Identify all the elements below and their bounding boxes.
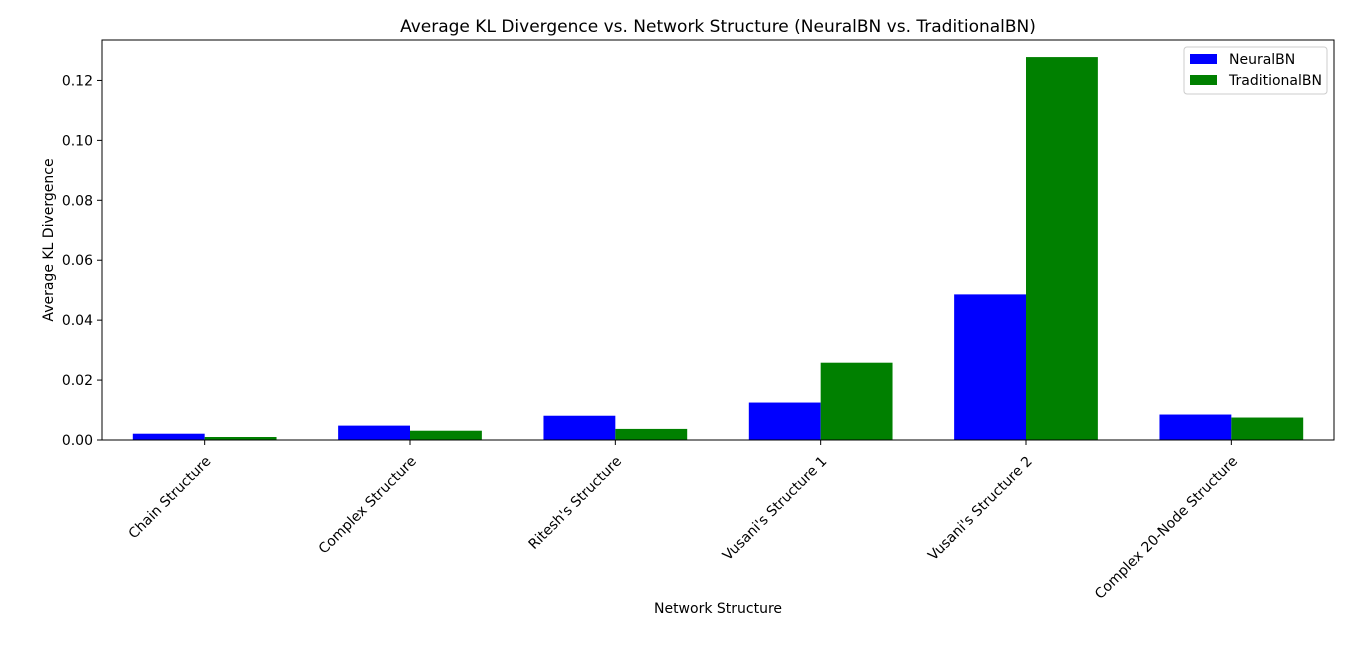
y-tick-label: 0.04 [62,313,93,329]
y-axis-ticks: 0.00 0.02 0.04 0.06 0.08 0.10 0.12 [62,73,102,449]
x-tick-label: Complex Structure [316,453,420,557]
bar-traditionalbn-1 [204,437,277,440]
y-tick-label: 0.00 [62,433,93,449]
bar-traditionalbn-4 [820,362,893,440]
x-tick-label: Vusani's Structure 2 [925,453,1035,563]
x-tick-label: Vusani's Structure 1 [720,453,830,563]
bar-neuralbn-6 [1159,414,1232,440]
y-tick-label: 0.02 [62,373,93,389]
y-tick-label: 0.12 [62,73,93,89]
bar-neuralbn-1 [132,433,205,440]
bars-group [132,57,1304,441]
bar-neuralbn-5 [954,294,1026,440]
legend-label-neuralbn: NeuralBN [1229,52,1295,68]
legend: NeuralBN TraditionalBN [1183,46,1328,95]
bar-neuralbn-2 [338,425,410,440]
x-axis-ticks: Chain Structure Complex Structure Ritesh's… [126,440,1241,603]
legend-label-traditionalbn: TraditionalBN [1228,73,1322,89]
legend-swatch-traditionalbn [1190,75,1217,85]
bar-traditionalbn-2 [410,430,482,440]
bar-traditionalbn-3 [615,428,688,440]
chart-title: Average KL Divergence vs. Network Struct… [400,17,1036,37]
x-tick-label: Chain Structure [126,453,215,542]
legend-box [1183,46,1328,95]
bar-traditionalbn-6 [1231,417,1304,440]
y-tick-label: 0.06 [62,253,93,269]
y-tick-label: 0.10 [62,133,93,149]
x-tick-label: Complex 20-Node Structure [1092,453,1241,602]
bar-neuralbn-4 [748,402,821,440]
x-axis-title: Network Structure [654,601,782,617]
plot-frame [101,39,1335,441]
bar-neuralbn-3 [543,415,616,440]
legend-swatch-neuralbn [1190,54,1217,64]
y-axis-title: Average KL Divergence [41,158,57,321]
x-tick-label: Ritesh's Structure [526,453,625,552]
bar-traditionalbn-5 [1026,57,1098,441]
y-tick-label: 0.08 [62,193,93,209]
